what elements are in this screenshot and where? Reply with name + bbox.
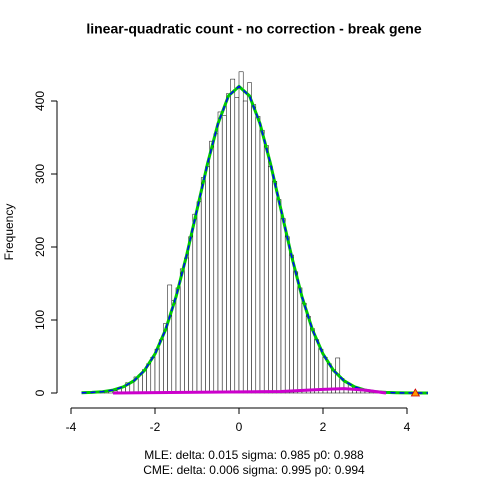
- bar: [318, 348, 324, 394]
- chart-title: linear-quadratic count - no correction -…: [86, 21, 421, 37]
- note: MLE: delta: 0.015 sigma: 0.985 p0: 0.988: [144, 448, 364, 462]
- y-tick-label: 0: [33, 389, 47, 396]
- bar: [242, 100, 248, 394]
- bar: [247, 82, 252, 394]
- bar: [280, 218, 286, 394]
- bar: [217, 111, 223, 394]
- bar: [167, 284, 173, 394]
- bar: [205, 166, 210, 394]
- bar: [259, 129, 265, 394]
- x-tick-label: 4: [404, 420, 411, 434]
- bar: [230, 78, 236, 394]
- bar: [184, 257, 189, 394]
- y-tick-label: 100: [33, 310, 47, 330]
- x-tick-label: 2: [320, 420, 327, 434]
- bar: [200, 177, 206, 394]
- y-tick-label: 400: [33, 91, 47, 111]
- bar: [322, 356, 328, 394]
- bar: [268, 166, 273, 394]
- bar: [188, 236, 194, 394]
- bar: [179, 268, 185, 394]
- bar: [238, 71, 244, 394]
- bar: [272, 181, 278, 394]
- bar: [297, 287, 303, 394]
- marker: [410, 388, 421, 397]
- bar: [314, 339, 320, 394]
- bar: [255, 116, 261, 394]
- bar: [196, 201, 202, 394]
- bar: [251, 104, 257, 394]
- fit-line: [112, 387, 387, 395]
- bar: [234, 97, 240, 394]
- bar: [301, 302, 307, 394]
- y-axis-label: Frequency: [2, 204, 16, 261]
- bar: [226, 93, 231, 394]
- bar: [158, 339, 164, 394]
- bar: [213, 133, 219, 394]
- x-tick-label: -4: [66, 420, 77, 434]
- bar: [293, 271, 299, 394]
- bar: [310, 328, 315, 394]
- bar: [284, 236, 290, 394]
- bar: [305, 316, 311, 394]
- bar: [263, 145, 269, 394]
- note: CME: delta: 0.006 sigma: 0.995 p0: 0.994: [143, 463, 365, 477]
- x-tick-label: 0: [236, 420, 243, 434]
- bar: [221, 115, 227, 394]
- x-tick-label: -2: [150, 420, 161, 434]
- bar: [150, 356, 156, 394]
- bar: [276, 199, 282, 394]
- bar: [154, 348, 160, 394]
- bar: [209, 140, 215, 394]
- bar: [171, 300, 177, 394]
- y-tick-label: 300: [33, 164, 47, 184]
- bar: [192, 213, 198, 394]
- bar: [175, 287, 181, 394]
- y-tick-label: 200: [33, 237, 47, 257]
- bar: [289, 254, 294, 394]
